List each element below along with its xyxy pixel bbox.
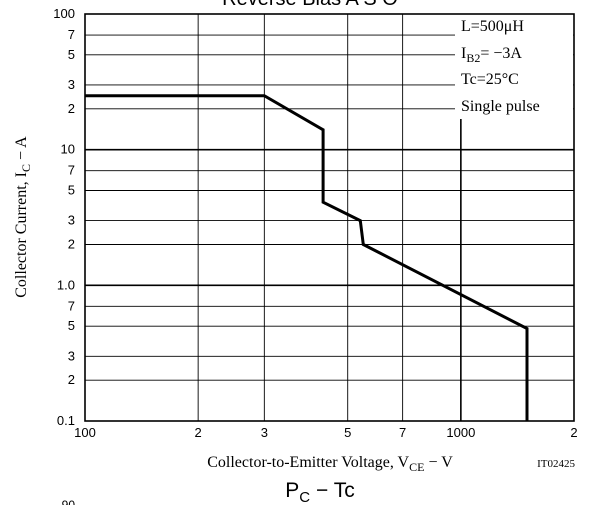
x-tick-label: 2 [570,425,577,440]
next-chart-title: PC − Tc [285,479,354,505]
y-tick-label: 10 [61,142,75,157]
y-tick-label: 2 [68,236,75,251]
y-tick-label: 5 [68,318,75,333]
annotation-base-current: IB2= −3A [461,45,522,65]
x-tick-label: 1000 [446,425,475,440]
y-tick-label: 0.1 [57,413,75,428]
annotation-inductance: L=500μH [461,18,524,35]
y-tick-label: 3 [68,348,75,363]
annotation-box [455,13,573,119]
x-axis-label: Collector-to-Emitter Voltage, VCE − V [207,454,453,474]
y-tick-label: 7 [68,298,75,313]
y-tick-label: 7 [68,163,75,178]
y-tick-label: 100 [53,6,75,21]
y-axis-label: Collector Current, IC − A [13,136,33,298]
annotation-case-temperature: Tc=25°C [461,71,519,88]
y-tick-label: 7 [68,27,75,42]
series-line-aso-boundary [85,94,529,421]
y-tick-label: 5 [68,47,75,62]
x-tick-label: 3 [261,425,268,440]
y-tick-label: 3 [68,213,75,228]
next-chart-partial-tick: 90 [62,498,76,505]
x-tick-label: 7 [399,425,406,440]
y-tick-label: 3 [68,77,75,92]
x-tick-label: 100 [74,425,96,440]
plot-frame [84,13,575,422]
x-tick-labels: 100 2 3 5 7 1000 2 [74,425,577,440]
x-tick-label: 2 [195,425,202,440]
y-tick-label: 1.0 [57,277,75,292]
annotation-single-pulse: Single pulse [461,98,540,115]
y-tick-label: 5 [68,183,75,198]
figure-id: IT02425 [537,458,575,470]
chart-title: Reverse Bias A S O [222,0,398,10]
y-tick-label: 2 [68,101,75,116]
y-tick-label: 2 [68,372,75,387]
y-tick-labels: 100 7 5 3 2 10 7 5 3 2 1.0 7 5 3 2 0.1 [53,6,75,428]
x-tick-label: 5 [344,425,351,440]
